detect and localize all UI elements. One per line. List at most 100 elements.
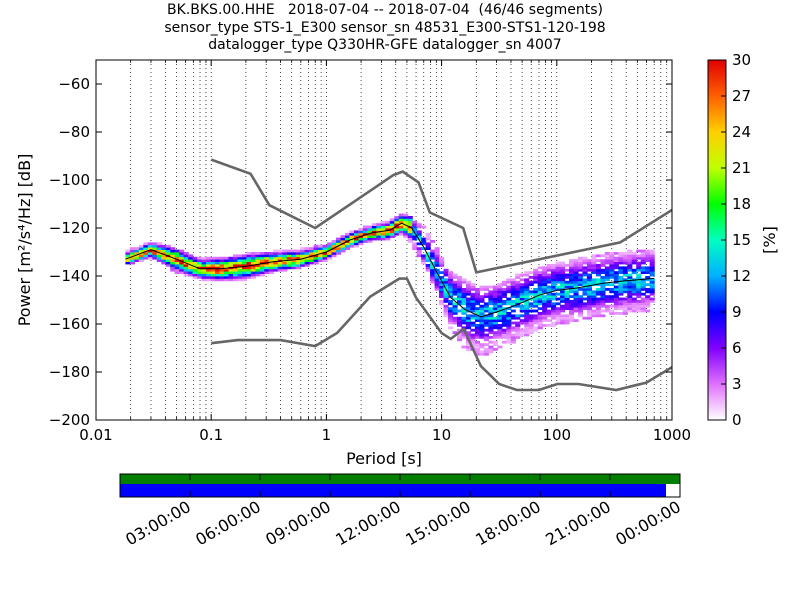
psd-cell bbox=[622, 266, 628, 270]
psd-cell bbox=[546, 288, 552, 291]
psd-cell bbox=[210, 276, 216, 279]
psd-cell bbox=[591, 297, 597, 301]
psd-cell bbox=[627, 288, 633, 291]
psd-cell bbox=[645, 268, 651, 272]
psd-cell bbox=[627, 280, 633, 284]
psd-cell bbox=[479, 326, 485, 330]
psd-cell bbox=[156, 244, 162, 248]
psd-cell bbox=[425, 259, 431, 262]
psd-cell bbox=[483, 314, 489, 318]
psd-cell bbox=[506, 326, 512, 330]
psd-cell bbox=[649, 268, 655, 272]
psd-cell bbox=[322, 244, 328, 248]
psd-cell bbox=[336, 237, 342, 241]
psd-cell bbox=[618, 254, 624, 258]
psd-cell bbox=[515, 283, 521, 286]
psd-cell bbox=[277, 261, 283, 265]
psd-cell bbox=[465, 324, 472, 327]
psd-cell bbox=[506, 321, 512, 325]
psd-cell bbox=[631, 300, 637, 303]
psd-cell bbox=[228, 264, 234, 267]
psd-cell bbox=[125, 249, 131, 253]
psd-cell bbox=[577, 300, 584, 303]
psd-cell bbox=[143, 242, 149, 246]
psd-cell bbox=[627, 285, 633, 289]
psd-cell bbox=[246, 261, 252, 265]
psd-cell bbox=[412, 223, 418, 226]
psd-cell bbox=[170, 268, 176, 272]
psd-cell bbox=[497, 345, 503, 349]
psd-cell bbox=[349, 240, 355, 243]
psd-cell bbox=[394, 225, 400, 229]
psd-cell bbox=[627, 307, 633, 310]
psd-cell bbox=[586, 273, 593, 277]
psd-cell bbox=[591, 259, 597, 262]
psd-cell bbox=[183, 256, 189, 260]
psd-cell bbox=[515, 324, 521, 327]
psd-cell bbox=[470, 316, 476, 320]
psd-cell bbox=[613, 288, 619, 291]
psd-cell bbox=[636, 256, 642, 260]
psd-cell bbox=[573, 307, 579, 310]
psd-cell bbox=[631, 302, 637, 306]
psd-cell bbox=[640, 271, 646, 274]
psd-cell bbox=[201, 261, 207, 265]
psd-cell bbox=[649, 259, 655, 262]
psd-cell bbox=[515, 292, 521, 296]
psd-cell bbox=[457, 319, 463, 322]
psd-cell bbox=[259, 273, 265, 277]
psd-cell bbox=[425, 235, 431, 238]
psd-cell bbox=[147, 242, 153, 246]
psd-cell bbox=[474, 324, 480, 327]
psd-cell bbox=[506, 328, 512, 332]
psd-cell bbox=[138, 259, 144, 262]
psd-cell bbox=[537, 283, 543, 286]
psd-cell bbox=[627, 292, 633, 296]
psd-cell bbox=[537, 314, 543, 318]
title-line-2: sensor_type STS-1_E300 sensor_sn 48531_E… bbox=[164, 19, 606, 36]
psd-cell bbox=[268, 266, 274, 270]
psd-cell bbox=[407, 240, 413, 243]
psd-cell bbox=[295, 261, 301, 265]
psd-cell bbox=[336, 249, 342, 253]
psd-cell bbox=[564, 295, 570, 298]
psd-cell bbox=[524, 295, 530, 298]
psd-cell bbox=[488, 292, 494, 296]
psd-cell bbox=[573, 304, 579, 308]
psd-cell bbox=[528, 314, 534, 318]
psd-cell bbox=[582, 278, 588, 282]
psd-cell bbox=[488, 302, 494, 306]
psd-cell bbox=[394, 218, 400, 222]
psd-cell bbox=[510, 290, 516, 294]
psd-cell bbox=[573, 264, 579, 267]
psd-cell bbox=[627, 304, 633, 308]
psd-cell bbox=[170, 252, 176, 255]
psd-cell bbox=[407, 232, 413, 236]
psd-cell bbox=[600, 314, 606, 318]
psd-cell bbox=[367, 240, 373, 243]
psd-cell bbox=[479, 304, 485, 308]
psd-cell bbox=[515, 285, 521, 289]
psd-cell bbox=[591, 266, 597, 270]
psd-cell bbox=[407, 235, 413, 238]
psd-cell bbox=[470, 292, 476, 296]
psd-cell bbox=[291, 266, 297, 270]
psd-cell bbox=[542, 316, 548, 320]
psd-cell bbox=[564, 268, 570, 272]
psd-cell bbox=[152, 247, 158, 250]
psd-cell bbox=[147, 252, 153, 255]
psd-cell bbox=[622, 300, 628, 303]
psd-cell bbox=[421, 256, 427, 260]
psd-cell bbox=[452, 304, 458, 308]
psd-cell bbox=[147, 254, 153, 258]
psd-cell bbox=[147, 244, 153, 248]
psd-cell bbox=[649, 271, 655, 274]
psd-cell bbox=[622, 252, 628, 255]
psd-cell bbox=[528, 276, 534, 279]
psd-cell bbox=[434, 280, 440, 284]
psd-cell bbox=[286, 264, 292, 267]
psd-cell bbox=[309, 256, 315, 260]
psd-cell bbox=[515, 336, 521, 339]
psd-cell bbox=[192, 276, 198, 279]
psd-cell bbox=[510, 288, 516, 291]
